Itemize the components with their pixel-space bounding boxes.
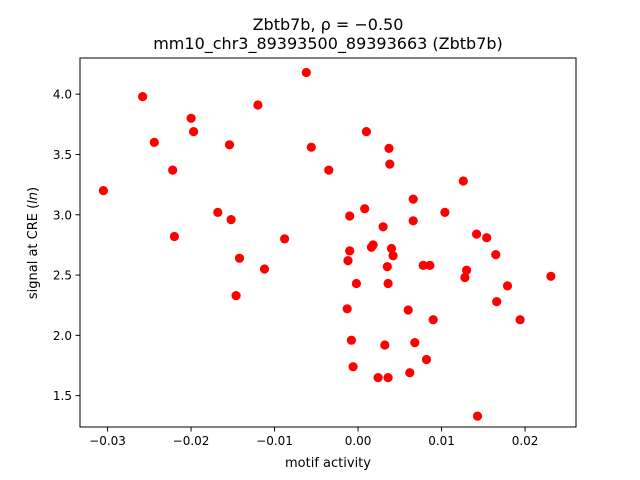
data-point [425, 260, 435, 270]
data-point [253, 100, 263, 110]
data-point [345, 211, 355, 221]
y-tick-label: 3.0 [53, 208, 72, 222]
data-point [515, 315, 525, 325]
y-axis-ticks: 1.5 2.0 2.5 3.0 3.5 4.0 [53, 88, 80, 403]
data-point [259, 264, 270, 274]
data-point [351, 278, 361, 289]
data-point [224, 140, 235, 150]
data-point [226, 215, 236, 225]
data-point [234, 253, 245, 263]
data-point [408, 216, 418, 226]
x-tick-label: 0.01 [428, 434, 455, 448]
data-point [418, 260, 428, 270]
data-point [546, 271, 556, 281]
data-point [458, 176, 468, 186]
data-points [98, 67, 556, 421]
data-point [360, 204, 370, 214]
data-point [410, 338, 420, 348]
data-point [168, 165, 178, 175]
data-point [368, 240, 378, 250]
data-point [231, 291, 241, 301]
chart-title-line-2: mm10_chr3_89393500_89393663 (Zbtb7b) [153, 34, 503, 54]
data-point [306, 142, 316, 152]
x-tick-label: 0.02 [512, 434, 539, 448]
data-point [491, 250, 501, 260]
data-point [169, 231, 179, 242]
x-axis-ticks: −0.03 −0.02 −0.01 0.00 0.01 0.02 [89, 427, 538, 448]
data-point [386, 243, 397, 254]
data-point [383, 373, 393, 383]
data-point [378, 222, 388, 232]
data-point [382, 262, 392, 272]
data-point [280, 234, 290, 244]
data-point [348, 362, 358, 372]
data-point [189, 127, 199, 137]
y-axis-label: signal at CRE (ln) [26, 187, 41, 299]
data-point [324, 165, 334, 175]
data-point [342, 304, 352, 314]
data-point [385, 159, 395, 169]
y-tick-label: 1.5 [53, 389, 72, 403]
data-point [186, 113, 196, 123]
y-tick-label: 2.0 [53, 329, 72, 343]
data-point [421, 354, 432, 365]
data-point [373, 373, 383, 383]
x-tick-label: −0.01 [256, 434, 293, 448]
data-point [492, 297, 502, 307]
data-point [428, 315, 438, 325]
data-point [301, 67, 311, 78]
y-tick-label: 3.5 [53, 148, 72, 162]
axes-frame [79, 57, 577, 428]
data-point [472, 229, 482, 239]
y-tick-label: 4.0 [53, 88, 72, 102]
x-tick-label: −0.02 [173, 434, 210, 448]
data-point [138, 92, 148, 102]
data-point [462, 265, 472, 275]
data-point [98, 186, 108, 196]
data-point [384, 143, 394, 153]
data-point [213, 207, 223, 217]
data-point [472, 411, 483, 421]
data-point [345, 246, 355, 256]
data-point [346, 335, 356, 345]
x-tick-label: −0.03 [89, 434, 126, 448]
data-point [149, 137, 159, 147]
x-axis-label: motif activity [285, 456, 371, 471]
y-tick-label: 2.5 [53, 269, 72, 283]
data-point [482, 233, 492, 243]
data-point [343, 256, 353, 266]
data-point [380, 340, 390, 350]
data-point [388, 251, 398, 261]
data-point [440, 207, 450, 217]
data-point [383, 278, 393, 289]
data-point [405, 368, 415, 378]
data-point [361, 127, 371, 137]
chart-title-line-1: Zbtb7b, ρ = −0.50 [253, 15, 404, 34]
data-point [408, 194, 418, 204]
x-tick-label: 0.00 [345, 434, 372, 448]
data-point [403, 305, 413, 315]
data-point [502, 281, 513, 291]
data-point [460, 272, 470, 283]
